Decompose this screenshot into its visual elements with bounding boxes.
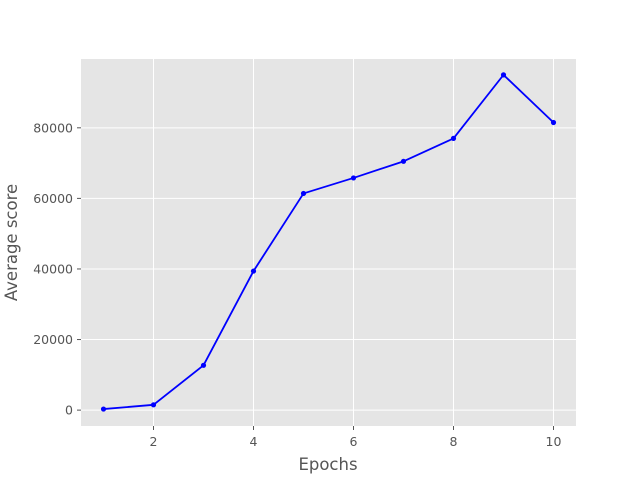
data-point bbox=[100, 406, 107, 412]
x-tick-label: 8 bbox=[450, 434, 458, 449]
data-point bbox=[300, 190, 307, 197]
y-axis-label: Average score bbox=[2, 184, 21, 301]
data-point bbox=[400, 158, 407, 164]
data-point bbox=[500, 72, 507, 78]
data-point bbox=[350, 175, 357, 181]
data-point bbox=[200, 362, 207, 368]
data-point bbox=[150, 402, 157, 408]
data-point bbox=[250, 268, 257, 274]
y-tick-label: 40000 bbox=[33, 261, 73, 276]
x-tick-label: 2 bbox=[150, 434, 158, 449]
series-group bbox=[100, 72, 557, 412]
x-tick-label: 10 bbox=[546, 434, 562, 449]
plot-area bbox=[81, 59, 576, 426]
x-axis-label: Epochs bbox=[298, 455, 357, 474]
x-tick-label: 6 bbox=[350, 434, 358, 449]
y-tick-label: 80000 bbox=[33, 120, 73, 135]
y-tick-label: 60000 bbox=[33, 191, 73, 206]
series-line bbox=[103, 73, 555, 410]
tick-labels: 2 4 6 8 10 0 20000 40000 60000 80000 bbox=[33, 120, 561, 449]
y-tick-label: 20000 bbox=[33, 332, 73, 347]
y-tick-label: 0 bbox=[65, 403, 73, 418]
data-point bbox=[450, 135, 457, 141]
grid-lines bbox=[81, 59, 576, 426]
x-tick-label: 4 bbox=[250, 434, 258, 449]
data-point bbox=[550, 119, 557, 126]
